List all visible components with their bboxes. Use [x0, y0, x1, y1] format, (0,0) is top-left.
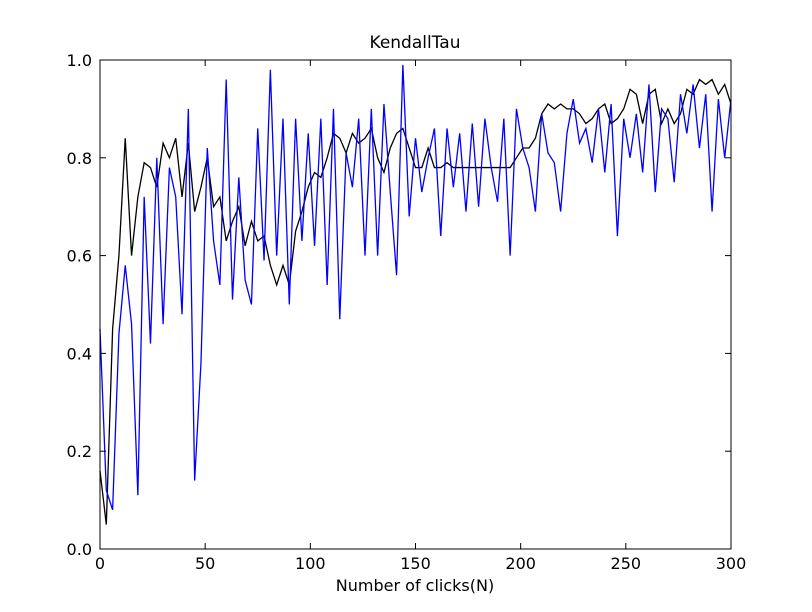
x-tick-label: 0: [95, 554, 105, 573]
x-axis-label: Number of clicks(N): [336, 576, 494, 595]
chart-title: KendallTau: [370, 33, 461, 53]
x-tick-label: 100: [295, 554, 326, 573]
y-tick-label: 0.0: [67, 540, 92, 559]
y-tick-label: 0.8: [67, 149, 92, 168]
data-line: [99, 78, 732, 525]
x-tick-label: 50: [195, 554, 215, 573]
x-tick-label: 200: [505, 554, 536, 573]
data-line: [99, 64, 732, 511]
y-tick-label: 0.2: [67, 442, 92, 461]
x-tick-label: 250: [611, 554, 642, 573]
x-tick-label: 300: [716, 554, 747, 573]
y-tick-label: 0.4: [67, 344, 92, 363]
y-tick-label: 0.6: [67, 247, 92, 266]
x-tick-label: 150: [400, 554, 431, 573]
y-tick-label: 1.0: [67, 51, 92, 70]
